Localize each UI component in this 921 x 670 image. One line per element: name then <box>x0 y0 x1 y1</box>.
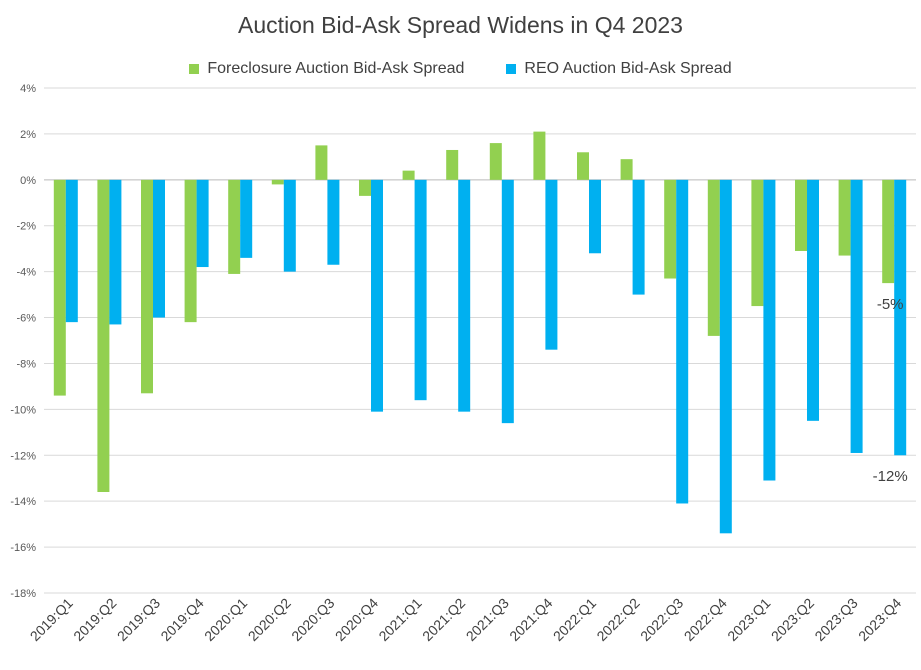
x-tick-label: 2019:Q3 <box>114 595 163 644</box>
bar-foreclosure <box>838 179 851 256</box>
bar-foreclosure <box>664 179 677 279</box>
data-annotation: -5% <box>877 296 904 313</box>
x-tick-label: 2020:Q2 <box>245 595 294 644</box>
bar-foreclosure <box>228 179 241 274</box>
bar-reo <box>65 179 78 323</box>
x-tick-label: 2019:Q4 <box>157 595 206 644</box>
y-tick-label: -8% <box>16 358 36 370</box>
bar-reo <box>283 179 296 272</box>
x-tick-label: 2022:Q3 <box>637 595 686 644</box>
bar-reo <box>414 179 427 401</box>
bar-reo <box>676 179 689 504</box>
legend: Foreclosure Auction Bid-Ask Spread REO A… <box>0 60 921 78</box>
legend-label-reo: REO Auction Bid-Ask Spread <box>524 60 732 77</box>
x-tick-label: 2022:Q1 <box>550 595 599 644</box>
bar-reo <box>719 179 732 534</box>
x-tick-label: 2023:Q2 <box>768 595 817 644</box>
data-annotation: -12% <box>873 468 908 485</box>
x-tick-label: 2023:Q1 <box>724 595 773 644</box>
x-tick-label: 2021:Q1 <box>375 595 424 644</box>
bar-foreclosure <box>620 159 633 180</box>
y-tick-label: -2% <box>16 221 36 233</box>
bar-reo <box>458 179 471 412</box>
bar-reo <box>632 179 645 295</box>
x-tick-label: 2019:Q1 <box>27 595 76 644</box>
y-tick-label: -4% <box>16 267 36 279</box>
bar-reo <box>153 179 165 318</box>
bar-foreclosure <box>141 179 153 394</box>
bar-foreclosure <box>489 143 502 180</box>
bar-reo <box>371 179 383 412</box>
bar-reo <box>501 179 514 424</box>
bar-foreclosure <box>795 179 807 251</box>
bar-reo <box>109 179 122 325</box>
bar-foreclosure <box>751 179 764 307</box>
legend-swatch-reo <box>506 64 517 74</box>
bar-reo <box>589 179 601 254</box>
bar-reo <box>894 179 907 456</box>
y-tick-label: -12% <box>10 450 36 462</box>
bar-foreclosure <box>446 149 459 180</box>
y-tick-label: 0% <box>20 175 36 187</box>
bar-foreclosure <box>402 170 415 180</box>
bar-reo <box>545 179 558 350</box>
bar-foreclosure <box>53 179 66 396</box>
bar-foreclosure <box>577 152 589 180</box>
x-tick-label: 2020:Q1 <box>201 595 250 644</box>
y-tick-label: 4% <box>20 83 36 95</box>
x-tick-label: 2023:Q3 <box>811 595 860 644</box>
bar-reo <box>196 179 209 268</box>
x-tick-label: 2021:Q2 <box>419 595 468 644</box>
legend-item-foreclosure: Foreclosure Auction Bid-Ask Spread <box>189 60 464 78</box>
bar-foreclosure <box>359 179 371 196</box>
x-tick-label: 2022:Q4 <box>681 595 730 644</box>
bar-foreclosure <box>707 179 720 336</box>
legend-swatch-foreclosure <box>189 64 200 74</box>
legend-item-reo: REO Auction Bid-Ask Spread <box>506 60 732 78</box>
bar-reo <box>327 179 340 265</box>
y-tick-label: -6% <box>16 313 36 325</box>
bar-reo <box>763 179 776 481</box>
y-tick-label: 2% <box>20 129 36 141</box>
bar-reo <box>807 179 819 421</box>
x-tick-label: 2020:Q3 <box>288 595 337 644</box>
bar-foreclosure <box>882 179 895 284</box>
x-tick-label: 2023:Q4 <box>855 595 904 644</box>
bar-foreclosure <box>184 179 197 323</box>
x-tick-label: 2022:Q2 <box>593 595 642 644</box>
x-tick-label: 2019:Q2 <box>70 595 119 644</box>
legend-label-foreclosure: Foreclosure Auction Bid-Ask Spread <box>207 60 465 77</box>
y-tick-label: -10% <box>10 404 36 416</box>
x-tick-label: 2021:Q4 <box>506 595 555 644</box>
y-tick-label: -18% <box>10 588 36 600</box>
y-tick-label: -16% <box>10 542 36 554</box>
chart-title: Auction Bid-Ask Spread Widens in Q4 2023 <box>238 12 683 38</box>
bar-foreclosure <box>315 145 328 180</box>
bar-reo <box>240 179 253 258</box>
bar-foreclosure <box>97 179 110 492</box>
y-tick-label: -14% <box>10 496 36 508</box>
x-tick-label: 2020:Q4 <box>332 595 381 644</box>
bar-foreclosure <box>533 131 546 180</box>
x-tick-label: 2021:Q3 <box>463 595 512 644</box>
bar-reo <box>850 179 863 453</box>
bar-foreclosure <box>271 179 284 185</box>
